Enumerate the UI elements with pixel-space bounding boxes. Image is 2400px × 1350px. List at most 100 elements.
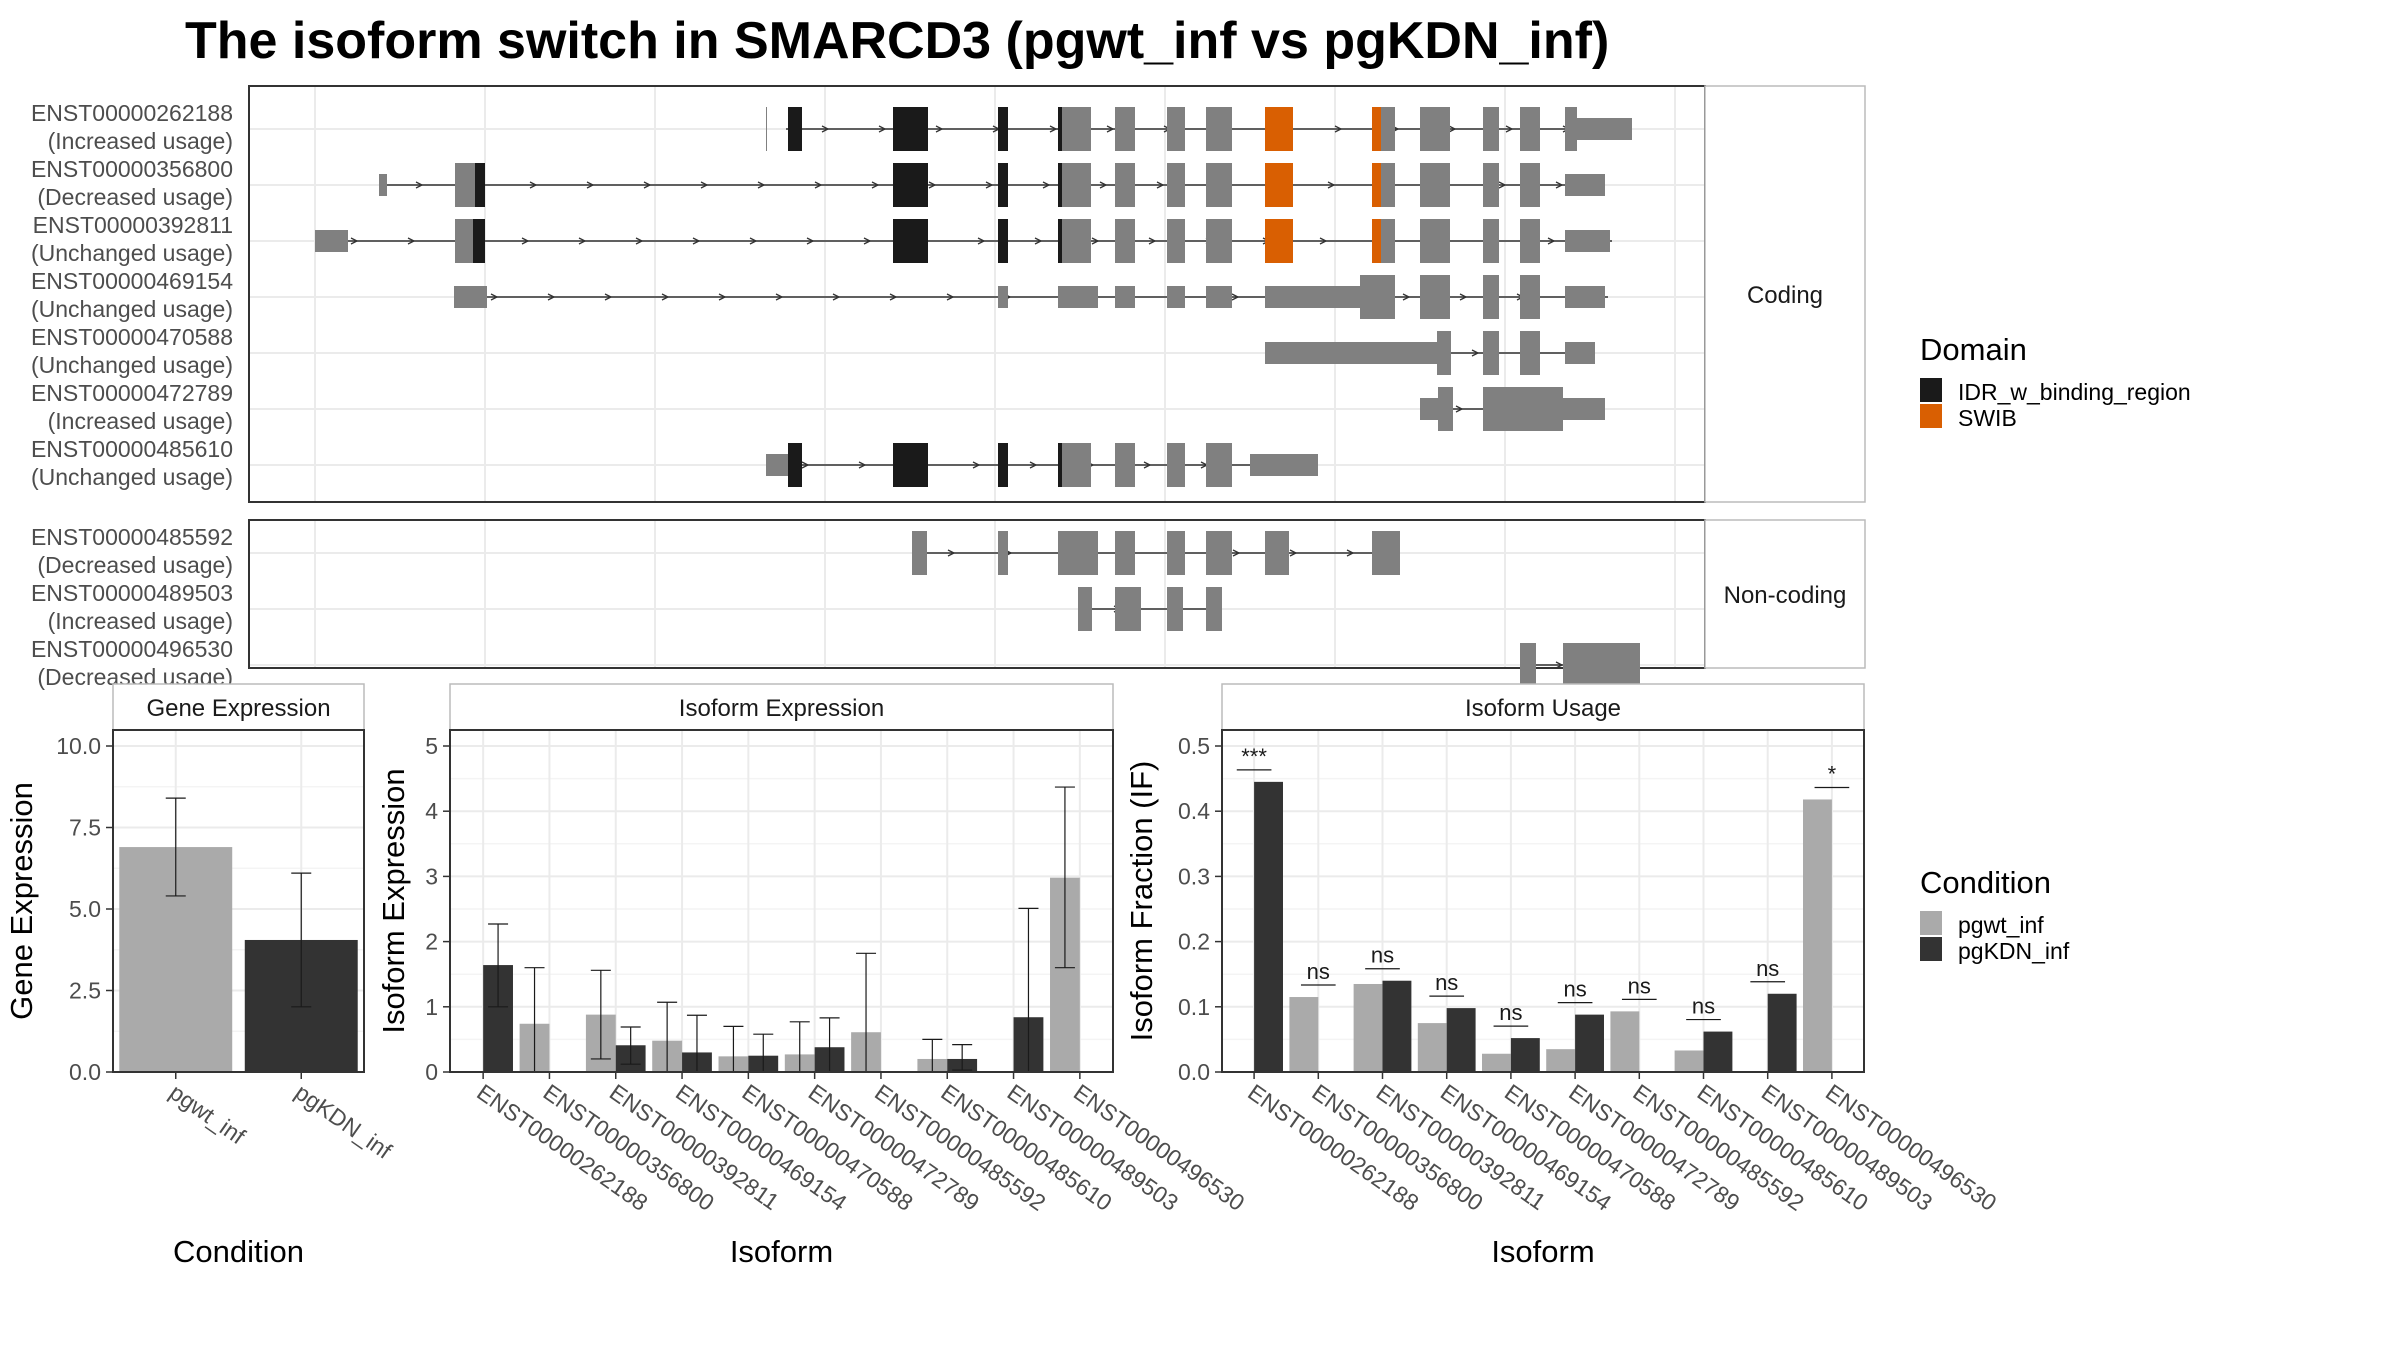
strand-arrow <box>1042 181 1051 189</box>
y-tick-label: 4 <box>425 798 438 824</box>
exon-block <box>1206 286 1232 308</box>
exon-block <box>315 230 348 252</box>
exon-block <box>1420 275 1450 319</box>
strand-arrow <box>635 237 644 245</box>
strand-arrow <box>863 237 872 245</box>
exon-block <box>1565 286 1605 308</box>
bar-pgwt_inf-ENST00000356800 <box>1289 997 1319 1072</box>
isoform-status-label: (Unchanged usage) <box>31 240 233 266</box>
error-bar <box>165 797 186 897</box>
strand-arrow <box>604 293 613 301</box>
strand-arrow <box>1334 125 1343 133</box>
bar-pgKDN_inf-ENST00000470588 <box>1510 1038 1540 1072</box>
exon-block <box>1483 387 1563 431</box>
chart-title: Isoform Expression <box>679 695 884 722</box>
y-tick-label: 0.3 <box>1178 863 1210 889</box>
y-axis-title: Isoform Expression <box>376 768 411 1033</box>
exon-block <box>1520 107 1540 151</box>
bar-pgwt_inf-ENST00000469154 <box>1417 1023 1447 1072</box>
strand-arrow <box>1099 181 1108 189</box>
x-tick-label: pgKDN_inf <box>290 1079 397 1164</box>
strand-arrow <box>350 237 359 245</box>
domain-legend-label-swib: SWIB <box>1958 405 2017 431</box>
isoform-id-label: ENST00000485610 <box>31 436 233 462</box>
exon-block <box>1438 387 1453 431</box>
exon-block <box>475 163 485 207</box>
error-bar <box>1054 786 1075 969</box>
plot-border <box>449 729 1114 1073</box>
strand-arrow <box>928 181 937 189</box>
panel-strip-label: Non-coding <box>1724 582 1847 609</box>
exon-block <box>893 107 928 151</box>
error-bar <box>620 1026 641 1065</box>
strand-arrow <box>1402 293 1411 301</box>
condition-legend-label-pgwt: pgwt_inf <box>1958 912 2044 938</box>
isoform-row-ENST00000356800: ENST00000356800(Decreased usage) <box>31 156 1605 210</box>
strand-arrow <box>700 181 709 189</box>
exon-block <box>1058 107 1062 151</box>
strand-arrow <box>529 181 538 189</box>
exon-block <box>1167 163 1185 207</box>
isoform-status-label: (Decreased usage) <box>37 184 233 210</box>
exon-block <box>1381 163 1395 207</box>
strand-arrow <box>1231 293 1240 301</box>
plot-background <box>1222 730 1864 1072</box>
exon-block <box>1167 219 1185 263</box>
strand-arrow <box>806 237 815 245</box>
bar-pgKDN_inf-ENST00000489503 <box>1767 993 1797 1072</box>
exon-block <box>998 443 1008 487</box>
exon-block <box>1265 286 1360 308</box>
bar-pgwt_inf-ENST00000392811 <box>1353 983 1383 1072</box>
strand-arrow <box>1555 181 1564 189</box>
exon-block <box>1381 219 1395 263</box>
significance-label: ns <box>1628 973 1651 998</box>
isoform-expression-chart: Isoform Expression012345ENST00000262188E… <box>376 683 1249 1269</box>
exon-block <box>1206 163 1232 207</box>
isoform-status-label: (Unchanged usage) <box>31 464 233 490</box>
exon-block <box>1058 531 1098 575</box>
bar-pgKDN_inf-ENST00000472789 <box>1575 1014 1604 1072</box>
exon-block <box>1115 587 1141 631</box>
strand-arrow <box>977 237 986 245</box>
exon-block <box>1420 398 1438 420</box>
exon-block <box>1420 219 1450 263</box>
exon-block <box>1520 219 1540 263</box>
isoform-row-ENST00000485592: ENST00000485592(Decreased usage) <box>31 524 1400 578</box>
strand-arrow <box>1555 661 1564 669</box>
strand-arrow <box>1448 125 1457 133</box>
exon-block <box>473 219 485 263</box>
x-tick-label: pgwt_inf <box>165 1079 251 1150</box>
error-bar <box>952 1044 973 1071</box>
exon-block <box>1058 219 1062 263</box>
strand-arrow <box>821 125 830 133</box>
exon-block <box>1420 163 1450 207</box>
exon-block <box>1565 230 1610 252</box>
isoform-usage-chart: Isoform Usage 0.0 0.1 0.2 0.3 0.4 0.5 *** ns ns ns… <box>1124 683 2001 1269</box>
exon-block <box>1372 219 1381 263</box>
strand-arrow <box>832 293 841 301</box>
y-tick-label: 0 <box>425 1059 438 1085</box>
exon-block <box>1483 331 1499 375</box>
isoform-id-label: ENST00000496530 <box>31 636 233 662</box>
strand-arrow <box>1459 293 1468 301</box>
exon-block <box>454 286 487 308</box>
x-axis-title: Isoform <box>730 1234 833 1269</box>
exon-block <box>1062 107 1091 151</box>
bar-pgwt_inf-ENST00000496530 <box>1803 799 1832 1072</box>
exon-block <box>1565 174 1605 196</box>
exon-block <box>1372 163 1381 207</box>
significance-label: ns <box>1371 943 1394 968</box>
panel-background <box>249 520 1705 668</box>
strand-arrow <box>972 461 981 469</box>
plot-background <box>450 730 1113 1072</box>
strand-arrow <box>889 293 898 301</box>
exon-block <box>788 443 802 487</box>
isoform-status-label: (Increased usage) <box>48 408 233 434</box>
isoform-id-label: ENST00000356800 <box>31 156 233 182</box>
bar-pgKDN_inf-ENST00000262188 <box>1254 781 1283 1072</box>
exon-block <box>1360 275 1395 319</box>
strand-arrow <box>1232 549 1241 557</box>
y-tick-label: 7.5 <box>69 815 101 841</box>
